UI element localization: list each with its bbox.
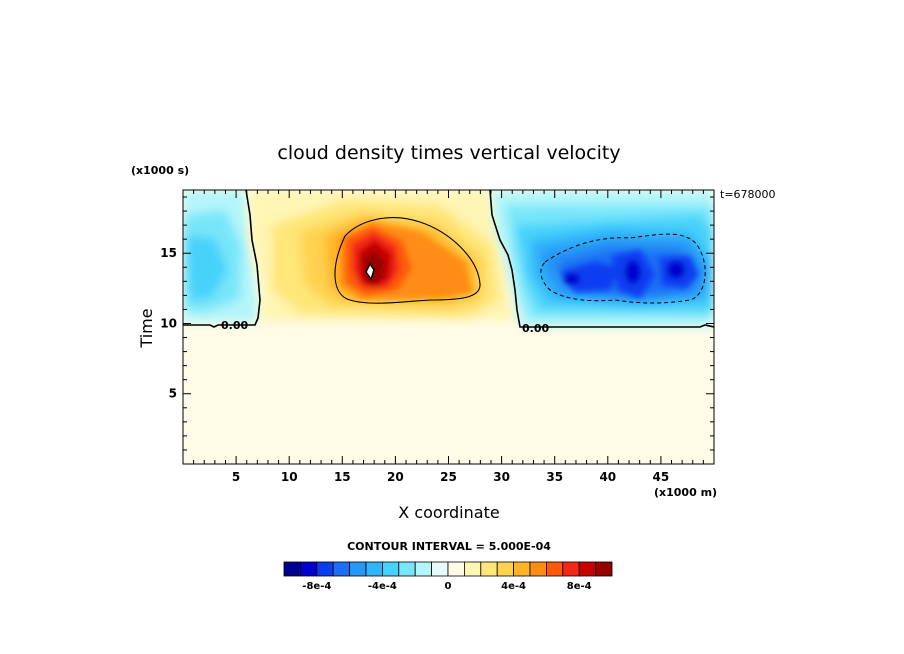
zero-contour-right — [489, 190, 714, 328]
x-axis: 5 10 15 20 25 30 35 40 45 — [193, 190, 704, 484]
zero-contour-left — [183, 190, 261, 328]
positive-contour — [334, 217, 481, 304]
colorbar-tick-label: 0 — [445, 581, 452, 592]
colorbar-swatch — [480, 561, 498, 577]
x-tick-label: 25 — [440, 470, 457, 484]
colorbar-tick-label: -8e-4 — [302, 581, 331, 592]
colorbar-swatch — [529, 561, 547, 577]
colorbar-tick-label: 4e-4 — [501, 581, 526, 592]
colorbar: -8e-4 -4e-4 0 4e-4 8e-4 — [283, 561, 613, 592]
y-unit-label: (x1000 s) — [131, 164, 189, 177]
colorbar-tick-label: 8e-4 — [567, 581, 592, 592]
negative-contour — [540, 233, 706, 304]
x-tick-label: 5 — [232, 470, 240, 484]
contour-label-left: 0.00 — [221, 319, 248, 332]
contour-interval-text: CONTOUR INTERVAL = 5.000E-04 — [347, 540, 551, 553]
time-label: t=678000 — [720, 188, 776, 201]
x-unit-label: (x1000 m) — [654, 486, 717, 499]
x-tick-label: 45 — [653, 470, 670, 484]
y-tick-label: 15 — [160, 246, 177, 260]
x-tick-label: 15 — [334, 470, 351, 484]
left-negative-region — [183, 190, 258, 322]
x-tick-label: 35 — [546, 470, 563, 484]
colorbar-swatch — [365, 561, 383, 577]
colorbar-swatch — [283, 561, 301, 577]
colorbar-swatch — [398, 561, 416, 577]
core-contour — [365, 262, 375, 281]
x-tick-label: 30 — [493, 470, 510, 484]
colorbar-swatch — [447, 561, 465, 577]
central-core — [340, 222, 472, 299]
colorbar-swatch — [414, 561, 433, 577]
x-tick-label: 40 — [599, 470, 616, 484]
chart-title: cloud density times vertical velocity — [277, 142, 620, 164]
colorbar-swatch — [595, 561, 613, 577]
colorbar-swatch — [546, 561, 564, 577]
y-tick-label: 5 — [169, 387, 177, 401]
colorbar-swatch — [431, 561, 449, 577]
contour-lines — [183, 190, 714, 328]
y-tick-label: 10 — [160, 316, 177, 330]
right-core — [560, 250, 698, 298]
plot-area — [183, 190, 714, 464]
y-axis: 5 10 15 — [160, 196, 714, 451]
colorbar-swatch — [349, 561, 367, 577]
colorbar-swatch — [578, 561, 597, 577]
colorbar-swatch — [299, 561, 318, 577]
contour-label-right: 0.00 — [522, 322, 549, 335]
x-tick-label: 10 — [281, 470, 298, 484]
colorbar-swatch — [332, 561, 351, 577]
colorbar-swatch — [381, 561, 400, 577]
colorbar-swatch — [463, 561, 482, 577]
y-axis-label: Time — [137, 308, 156, 348]
x-tick-label: 20 — [387, 470, 404, 484]
colorbar-swatch — [562, 561, 580, 577]
colorbar-swatch — [513, 561, 531, 577]
colorbar-swatch — [316, 561, 334, 577]
colorbar-swatch — [496, 561, 515, 577]
colorbar-tick-label: -4e-4 — [368, 581, 397, 592]
x-axis-label: X coordinate — [398, 503, 499, 522]
filled-contours — [183, 190, 714, 327]
